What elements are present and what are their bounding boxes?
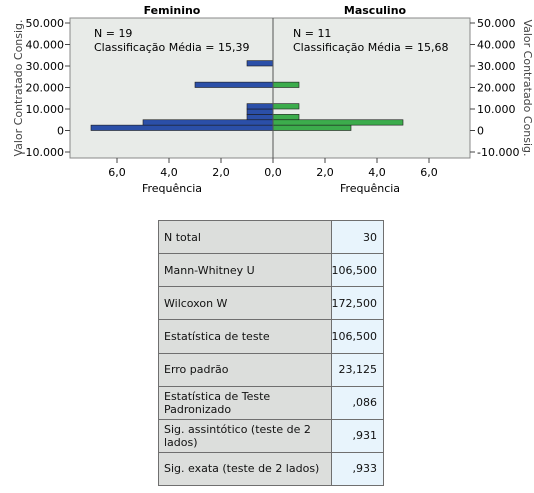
x-tick-label-male: 2,0 [316, 166, 334, 179]
statistic-value: ,931 [330, 418, 384, 453]
statistic-value: 23,125 [330, 352, 384, 387]
female-x-axis-title: Frequência [142, 182, 202, 195]
female-frequency-bar [90, 124, 274, 131]
x-tick-label-male: 4,0 [368, 166, 386, 179]
y-tick-label-left: 0 [57, 125, 64, 138]
y-tick-label-left: 20.000 [26, 82, 65, 95]
y-tick-label-right: 30.000 [477, 60, 516, 73]
statistic-label: N total [158, 219, 332, 255]
female-frequency-bar [194, 81, 274, 88]
female-frequency-bar [246, 103, 274, 110]
male-mean-rank-annotation: Classificação Média = 15,68 [293, 41, 448, 54]
male-n-annotation: N = 11 [293, 27, 331, 40]
female-frequency-bar [246, 114, 274, 121]
statistic-label: Wilcoxon W [158, 286, 332, 321]
statistic-label: Sig. exata (teste de 2 lados) [158, 451, 332, 487]
female-mean-rank-annotation: Classificação Média = 15,39 [94, 41, 249, 54]
y-tick-label-right: 0 [477, 125, 484, 138]
y-tick-label-left: 40.000 [26, 39, 65, 52]
statistic-value: 106,500 [330, 253, 384, 288]
male-x-axis-title: Frequência [340, 182, 400, 195]
table-row: N total 30 [158, 219, 384, 255]
statistic-value: 106,500 [330, 319, 384, 354]
pyramid-histogram: Feminino Masculino N = 19 Classificação … [12, 4, 534, 195]
table-row: Sig. assintótico (teste de 2 lados) ,931 [158, 418, 384, 453]
x-tick-label-male: 6,0 [420, 166, 438, 179]
x-tick-label-female: 6,0 [108, 166, 126, 179]
y-tick-label-right: 20.000 [477, 82, 516, 95]
male-frequency-bar [272, 119, 404, 126]
male-frequency-bar [272, 103, 300, 110]
left-y-axis-title: Valor Contratado Consig. [12, 19, 25, 156]
y-tick-label-right: 10.000 [477, 103, 516, 116]
statistic-value: ,933 [330, 451, 384, 487]
statistic-value: 172,500 [330, 286, 384, 321]
y-tick-label-left: -10.000 [22, 146, 64, 159]
male-panel-title: Masculino [344, 4, 407, 17]
male-frequency-bar [272, 114, 300, 121]
female-frequency-bar [142, 119, 274, 126]
female-frequency-bar [246, 60, 274, 67]
statistic-label: Mann-Whitney U [158, 253, 332, 288]
plot-area [69, 17, 471, 159]
table-row: Erro padrão 23,125 [158, 352, 384, 387]
table-row: Sig. exata (teste de 2 lados) ,933 [158, 451, 384, 487]
table-row: Mann-Whitney U 106,500 [158, 253, 384, 288]
table-row: Estatística de Teste Padronizado ,086 [158, 385, 384, 420]
y-tick-label-left: 10.000 [26, 103, 65, 116]
statistic-label: Estatística de Teste Padronizado [158, 385, 332, 420]
statistic-value: 30 [330, 219, 384, 255]
x-tick-label-female: 4,0 [160, 166, 178, 179]
statistic-label: Erro padrão [158, 352, 332, 387]
x-tick-label-female: 2,0 [212, 166, 230, 179]
table-row: Wilcoxon W 172,500 [158, 286, 384, 321]
table-row: Estatística de teste 106,500 [158, 319, 384, 354]
y-tick-label-left: 50.000 [26, 17, 65, 30]
y-tick-label-right: 50.000 [477, 17, 516, 30]
male-frequency-bar [272, 124, 352, 131]
test-summary-table: N total 30 Mann-Whitney U 106,500 Wilcoxon W… [158, 219, 384, 487]
x-tick-label-female: 0,0 [264, 166, 282, 179]
female-frequency-bar [246, 108, 274, 115]
y-tick-label-right: -10.000 [477, 146, 519, 159]
y-tick-label-left: 30.000 [26, 60, 65, 73]
y-tick-label-right: 40.000 [477, 39, 516, 52]
statistic-label: Estatística de teste [158, 319, 332, 354]
statistic-label: Sig. assintótico (teste de 2 lados) [158, 418, 332, 453]
right-y-axis-title: Valor Contratado Consig. [521, 19, 534, 156]
statistic-value: ,086 [330, 385, 384, 420]
female-panel-title: Feminino [144, 4, 201, 17]
female-n-annotation: N = 19 [94, 27, 132, 40]
male-frequency-bar [272, 81, 300, 88]
